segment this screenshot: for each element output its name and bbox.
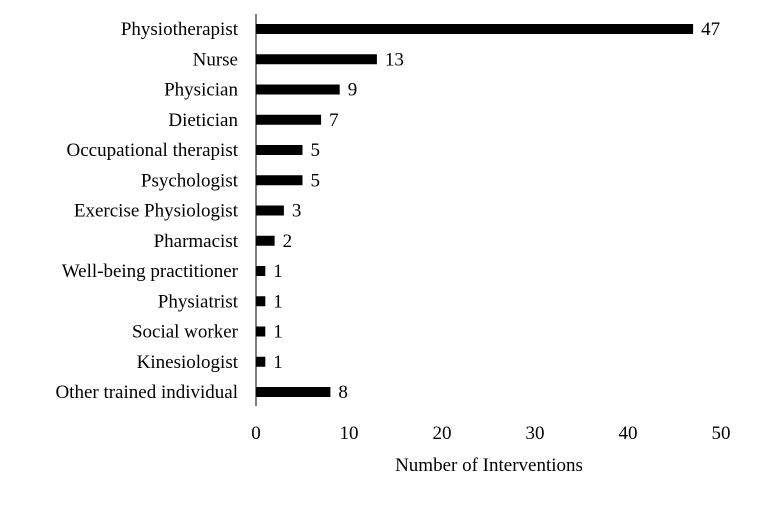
category-label: Pharmacist: [154, 231, 239, 252]
category-labels: Physiotherapist Nurse Physician Dietician Oc…: [55, 19, 238, 403]
value-label: 1: [273, 322, 283, 343]
x-tick-labels: 0 10 20 30 40 50: [251, 423, 730, 444]
x-tick-label: 20: [433, 423, 452, 444]
x-tick-label: 40: [619, 423, 638, 444]
bar: [256, 356, 266, 367]
value-label: 1: [273, 261, 283, 282]
value-label: 1: [273, 352, 283, 373]
category-label: Well-being practitioner: [62, 261, 239, 282]
value-label: 2: [283, 231, 293, 252]
value-label: 47: [701, 19, 720, 40]
category-label: Nurse: [193, 49, 238, 70]
x-tick-label: 10: [340, 423, 359, 444]
x-tick-label: 30: [526, 423, 545, 444]
bar: [256, 114, 322, 125]
bar: [256, 54, 377, 65]
category-label: Psychologist: [141, 170, 239, 191]
category-label: Physiotherapist: [121, 19, 239, 40]
category-label: Other trained individual: [55, 382, 238, 403]
category-label: Physician: [164, 80, 238, 101]
value-label: 7: [329, 110, 339, 131]
x-tick-label: 0: [251, 423, 261, 444]
bars-layer: [256, 24, 694, 397]
bar: [256, 145, 303, 155]
value-label: 13: [385, 49, 404, 70]
bar: [256, 266, 266, 276]
category-label: Social worker: [132, 322, 239, 343]
bar: [256, 205, 284, 216]
bar: [256, 387, 331, 397]
bar: [256, 235, 275, 246]
value-label: 8: [338, 382, 348, 403]
category-label: Kinesiologist: [137, 352, 239, 373]
bar: [256, 24, 694, 34]
value-label: 1: [273, 291, 283, 312]
value-label: 5: [311, 140, 321, 161]
x-tick-label: 50: [712, 423, 731, 444]
bar: [256, 326, 266, 337]
value-label: 5: [311, 170, 321, 191]
x-axis-title: Number of Interventions: [395, 455, 583, 476]
category-label: Exercise Physiologist: [74, 201, 239, 222]
bar: [256, 175, 303, 186]
category-label: Occupational therapist: [67, 140, 239, 161]
category-label: Physiatrist: [158, 291, 239, 312]
value-label: 9: [348, 80, 358, 101]
value-label: 3: [292, 201, 302, 222]
category-label: Dietician: [168, 110, 238, 131]
bar: [256, 84, 340, 95]
bar: [256, 296, 266, 307]
